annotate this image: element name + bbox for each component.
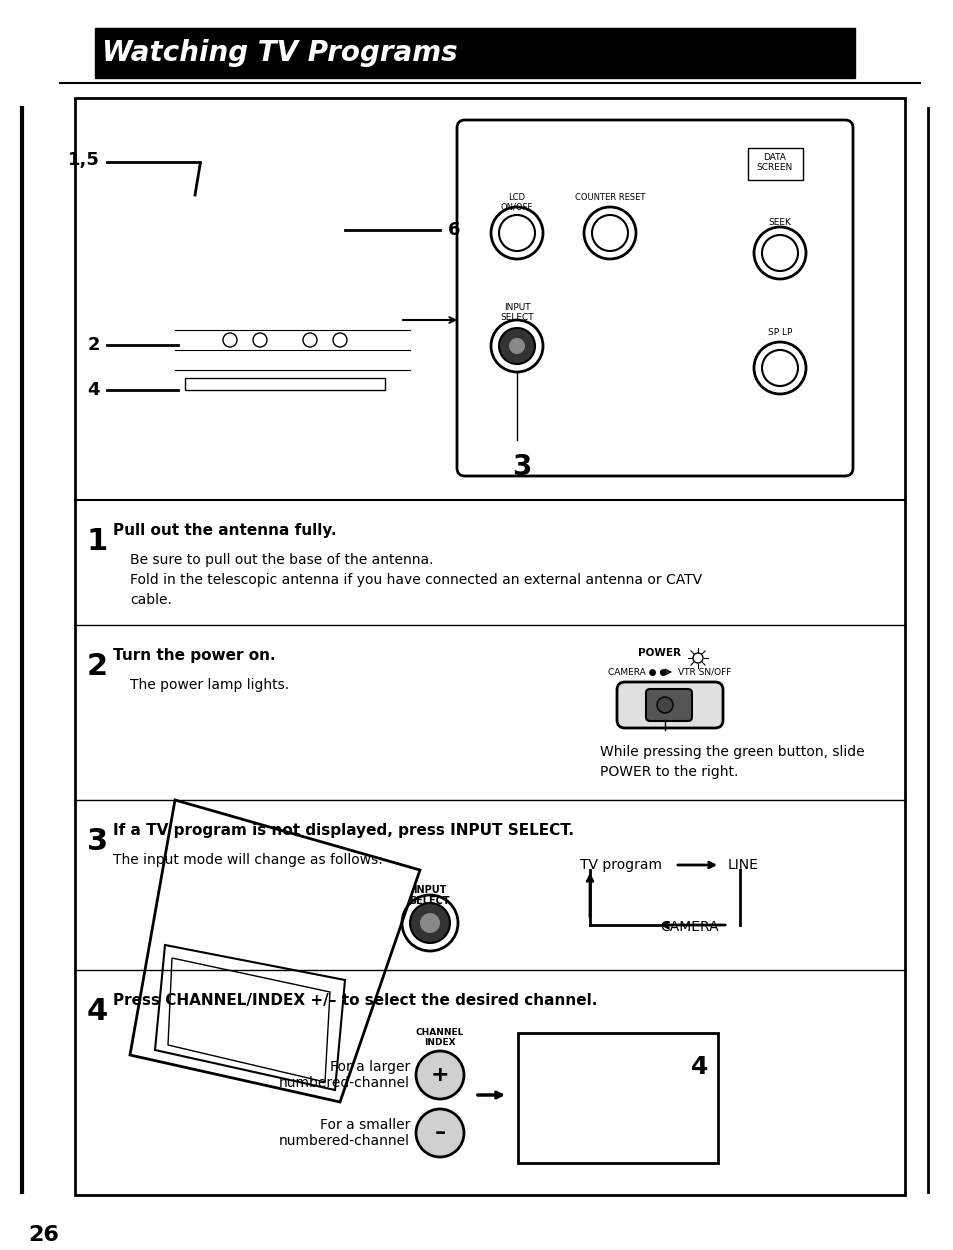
Text: The power lamp lights.: The power lamp lights. xyxy=(130,678,289,692)
Bar xyxy=(95,28,854,78)
Bar xyxy=(185,378,385,390)
Text: numbered-channel: numbered-channel xyxy=(278,1076,410,1090)
Text: INPUT
SELECT: INPUT SELECT xyxy=(499,302,534,321)
Text: If a TV program is not displayed, press INPUT SELECT.: If a TV program is not displayed, press … xyxy=(112,822,574,838)
Text: COUNTER RESET: COUNTER RESET xyxy=(575,192,644,202)
Text: Pull out the antenna fully.: Pull out the antenna fully. xyxy=(112,522,336,538)
Text: 4: 4 xyxy=(87,998,108,1026)
Text: LINE: LINE xyxy=(727,858,758,872)
Text: 26: 26 xyxy=(28,1225,59,1245)
Text: SEEK: SEEK xyxy=(768,217,791,227)
Text: numbered-channel: numbered-channel xyxy=(278,1134,410,1148)
Text: Turn the power on.: Turn the power on. xyxy=(112,648,275,662)
Text: 3: 3 xyxy=(87,828,108,856)
Text: LCD
ON/OFF: LCD ON/OFF xyxy=(500,192,533,211)
Text: 1,5: 1,5 xyxy=(68,151,100,169)
Circle shape xyxy=(419,912,439,932)
Text: For a smaller: For a smaller xyxy=(319,1118,410,1132)
Text: POWER to the right.: POWER to the right. xyxy=(599,765,738,779)
Bar xyxy=(517,1032,718,1162)
Text: 1: 1 xyxy=(87,528,108,556)
Text: TV program: TV program xyxy=(579,858,661,872)
Text: 3: 3 xyxy=(512,452,531,481)
FancyBboxPatch shape xyxy=(617,682,722,727)
Bar xyxy=(747,148,802,180)
Text: Be sure to pull out the base of the antenna.: Be sure to pull out the base of the ante… xyxy=(130,552,433,568)
Text: While pressing the green button, slide: While pressing the green button, slide xyxy=(599,745,863,759)
Text: INPUT
SELECT: INPUT SELECT xyxy=(409,885,450,906)
Circle shape xyxy=(416,1051,463,1099)
Circle shape xyxy=(498,328,535,364)
Text: Press CHANNEL/INDEX +/– to select the desired channel.: Press CHANNEL/INDEX +/– to select the de… xyxy=(112,992,597,1008)
Text: DATA
SCREEN: DATA SCREEN xyxy=(756,152,792,171)
Text: +: + xyxy=(430,1065,449,1085)
Text: CAMERA: CAMERA xyxy=(659,920,718,934)
FancyBboxPatch shape xyxy=(645,689,691,721)
Text: 2: 2 xyxy=(88,336,100,354)
Text: The input mode will change as follows:: The input mode will change as follows: xyxy=(112,853,382,868)
Circle shape xyxy=(657,698,672,712)
Text: CHANNEL
INDEX: CHANNEL INDEX xyxy=(416,1029,464,1048)
Text: Fold in the telescopic antenna if you have connected an external antenna or CATV: Fold in the telescopic antenna if you ha… xyxy=(130,572,701,588)
Text: 4: 4 xyxy=(691,1055,708,1079)
Text: cable.: cable. xyxy=(130,592,172,608)
Text: SP LP: SP LP xyxy=(767,328,791,338)
Circle shape xyxy=(416,1109,463,1158)
Text: For a larger: For a larger xyxy=(330,1060,410,1074)
Text: VTR SN/OFF: VTR SN/OFF xyxy=(678,668,731,676)
Text: CAMERA ● ●: CAMERA ● ● xyxy=(607,668,666,676)
Circle shape xyxy=(410,902,450,942)
FancyBboxPatch shape xyxy=(456,120,852,476)
Text: 2: 2 xyxy=(87,652,108,681)
Circle shape xyxy=(509,338,524,354)
Text: Watching TV Programs: Watching TV Programs xyxy=(102,39,457,68)
Text: POWER: POWER xyxy=(638,648,680,658)
Bar xyxy=(75,98,904,1195)
Text: –: – xyxy=(434,1122,445,1142)
Text: 4: 4 xyxy=(88,381,100,399)
Text: 6: 6 xyxy=(448,221,460,239)
